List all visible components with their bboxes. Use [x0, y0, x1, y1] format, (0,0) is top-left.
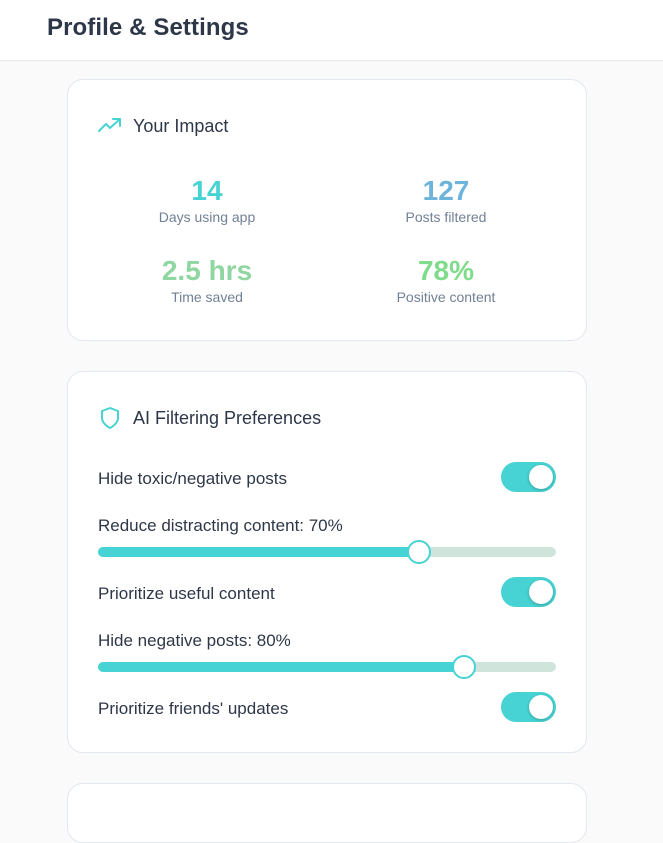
impact-title-text: Your Impact — [133, 115, 229, 136]
stat-days: 14 Days using app — [107, 175, 307, 225]
stat-label: Positive content — [396, 289, 496, 305]
stat-positive-content: 78% Positive content — [346, 255, 546, 305]
stat-time-saved: 2.5 hrs Time saved — [107, 255, 307, 305]
slider-label-reduce-distracting: Reduce distracting content: 70% — [98, 516, 343, 535]
slider-hide-negative[interactable] — [98, 655, 556, 679]
slider-fill — [98, 662, 465, 672]
page-title: Profile & Settings — [47, 14, 249, 41]
toggle-prioritize-friends[interactable] — [501, 692, 556, 722]
stat-posts-filtered: 127 Posts filtered — [346, 175, 546, 225]
filtering-title-text: AI Filtering Preferences — [133, 407, 322, 428]
slider-label-hide-negative: Hide negative posts: 80% — [98, 631, 291, 650]
filtering-card-title: AI Filtering Preferences — [98, 406, 321, 430]
toggle-prioritize-useful[interactable] — [501, 577, 556, 607]
next-card — [67, 783, 587, 843]
filtering-card: AI Filtering Preferences Hide toxic/nega… — [67, 371, 587, 753]
shield-icon — [98, 406, 122, 430]
impact-card: Your Impact 14 Days using app 127 Posts … — [67, 79, 587, 341]
stat-label: Posts filtered — [405, 209, 487, 225]
toggle-label-prioritize-friends: Prioritize friends' updates — [98, 699, 289, 718]
stat-label: Days using app — [158, 209, 256, 225]
stat-value: 127 — [422, 175, 470, 206]
toggle-knob — [529, 465, 553, 489]
toggle-label-hide-toxic: Hide toxic/negative posts — [98, 469, 287, 488]
page-header: Profile & Settings — [0, 0, 663, 61]
stat-value: 2.5 hrs — [161, 255, 253, 286]
toggle-knob — [529, 580, 553, 604]
trending-up-icon — [98, 114, 122, 138]
stat-label: Time saved — [171, 289, 243, 305]
slider-reduce-distracting[interactable] — [98, 540, 556, 564]
slider-thumb[interactable] — [452, 655, 477, 679]
toggle-hide-toxic[interactable] — [501, 462, 556, 492]
slider-fill — [98, 547, 419, 557]
slider-thumb[interactable] — [406, 540, 431, 564]
stat-value: 78% — [417, 255, 475, 286]
toggle-label-prioritize-useful: Prioritize useful content — [98, 584, 275, 603]
stat-value: 14 — [191, 175, 223, 206]
impact-card-title: Your Impact — [98, 114, 228, 138]
toggle-knob — [529, 695, 553, 719]
